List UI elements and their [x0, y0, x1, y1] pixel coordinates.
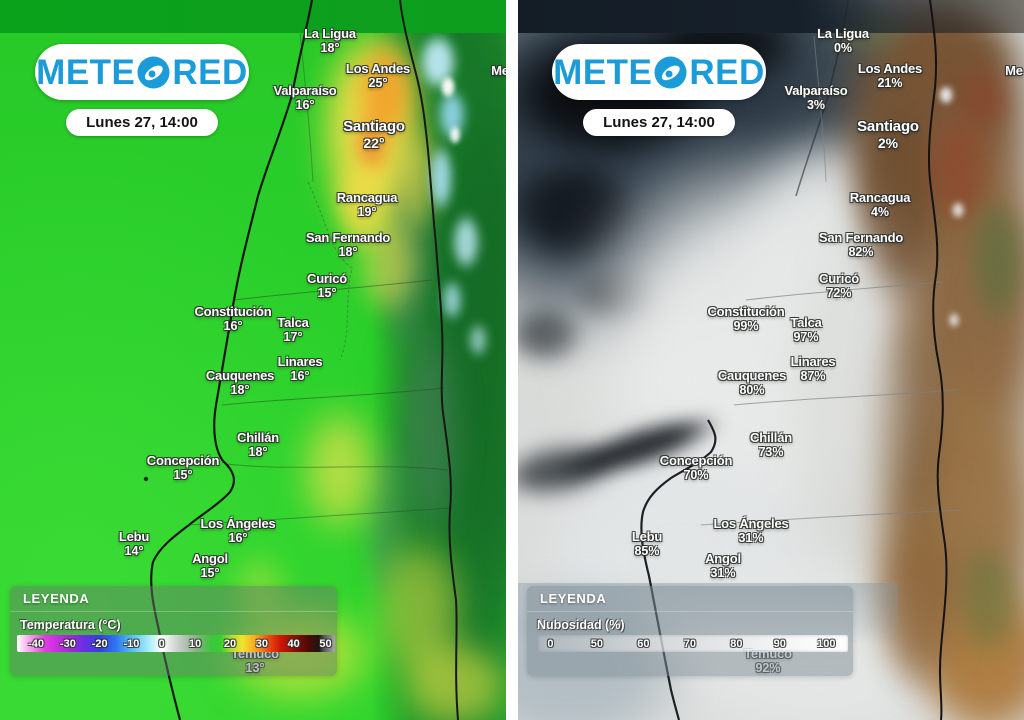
legend-variable-label: Temperatura (°C) [20, 618, 121, 632]
legend-title: LEYENDA [10, 586, 337, 612]
legend-tick: 30 [255, 637, 268, 650]
legend-tick: -20 [91, 637, 108, 650]
left-map-borders [143, 0, 459, 720]
meteored-logo: METE RED [35, 44, 249, 100]
legend-tick: 0 [547, 637, 554, 650]
cloud-cover-map: La Ligua 0% Los Andes 21% Valparaíso 3% Santia… [518, 0, 1024, 720]
legend-tick: 50 [319, 637, 332, 650]
temperature-scale-bar: -40 -30 -20 -10 0 10 20 30 40 50 [17, 635, 335, 652]
legend-tick: 80 [730, 637, 743, 650]
legend-tick: 10 [188, 637, 202, 650]
legend-tick: 90 [773, 637, 786, 650]
legend-tick: -40 [28, 637, 45, 650]
legend-tick: 20 [223, 637, 237, 650]
logo-text-suffix: RED [689, 52, 765, 92]
legend-tick: -10 [123, 637, 140, 650]
legend-tick: 70 [683, 637, 697, 650]
legend-variable-label: Nubosidad (%) [537, 618, 625, 632]
cloud-cover-legend: LEYENDA Nubosidad (%) 0 50 60 70 80 90 100 [527, 586, 853, 676]
logo-text-prefix: METE [553, 52, 653, 92]
temperature-legend: LEYENDA Temperatura (°C) -40 -30 -20 -10 0 10… [10, 586, 337, 676]
logo-text-prefix: METE [36, 52, 136, 92]
temperature-map: La Ligua 18° Los Andes 25° Valparaíso 16° Sant… [0, 0, 506, 720]
meteored-logo: METE RED [552, 44, 766, 100]
right-map-borders [640, 0, 965, 720]
legend-title: LEYENDA [527, 586, 853, 612]
logo-text-suffix: RED [172, 52, 248, 92]
legend-tick: 0 [158, 637, 165, 650]
timestamp-badge: Lunes 27, 14:00 [583, 109, 735, 136]
timestamp-badge: Lunes 27, 14:00 [66, 109, 218, 136]
meteored-eye-icon [654, 55, 687, 89]
map-divider [506, 0, 518, 720]
meteored-eye-icon [137, 55, 170, 89]
cloud-cover-scale-bar: 0 50 60 70 80 90 100 [538, 635, 848, 652]
legend-tick: 60 [637, 637, 650, 650]
legend-tick: -30 [59, 637, 76, 650]
legend-tick: 50 [590, 637, 604, 650]
legend-tick: 40 [287, 637, 300, 650]
temperature-map-art [0, 0, 506, 720]
legend-tick: 100 [817, 637, 836, 650]
